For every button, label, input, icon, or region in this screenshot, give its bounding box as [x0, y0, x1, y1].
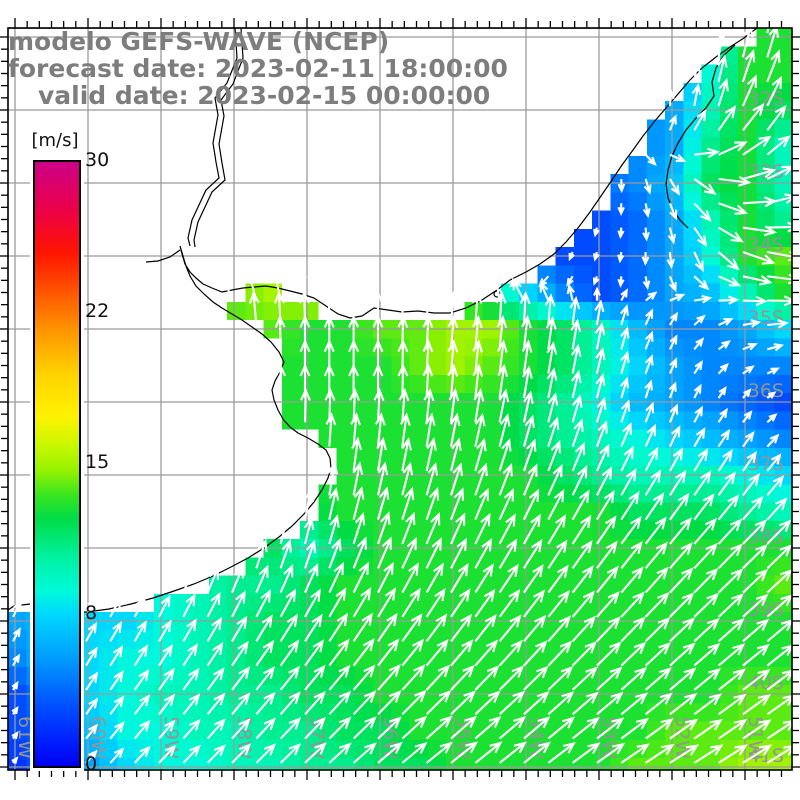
- colorbar-tick-label: 15: [85, 451, 110, 473]
- lat-label: 41S: [748, 745, 784, 767]
- valid-date-label: valid date: 2023-02-15 00:00:00: [38, 81, 491, 110]
- lat-label: 40S: [748, 672, 784, 694]
- colorbar-tick-label: 30: [85, 149, 110, 171]
- lat-label: 34S: [748, 234, 784, 256]
- lat-label: 38S: [748, 526, 784, 548]
- colorbar-tick-label: 22: [85, 300, 110, 322]
- colorbar-unit-label: [m/s]: [24, 130, 86, 151]
- lon-label: 58W: [233, 716, 255, 759]
- lat-label: 39S: [748, 599, 784, 621]
- colorbar-tick-label: 0: [85, 753, 98, 775]
- colorbar-gradient: [33, 160, 81, 768]
- lat-label: 32S: [748, 88, 784, 110]
- lon-label: 53W: [598, 716, 620, 759]
- colorbar-tick-label: 8: [85, 602, 98, 624]
- lon-label: 61W: [14, 716, 36, 759]
- forecast-date-label: forecast date: 2023-02-11 18:00:00: [8, 54, 508, 83]
- lon-label: 59W: [160, 716, 182, 759]
- lat-label: 36S: [748, 380, 784, 402]
- model-title: modelo GEFS-WAVE (NCEP): [8, 27, 390, 56]
